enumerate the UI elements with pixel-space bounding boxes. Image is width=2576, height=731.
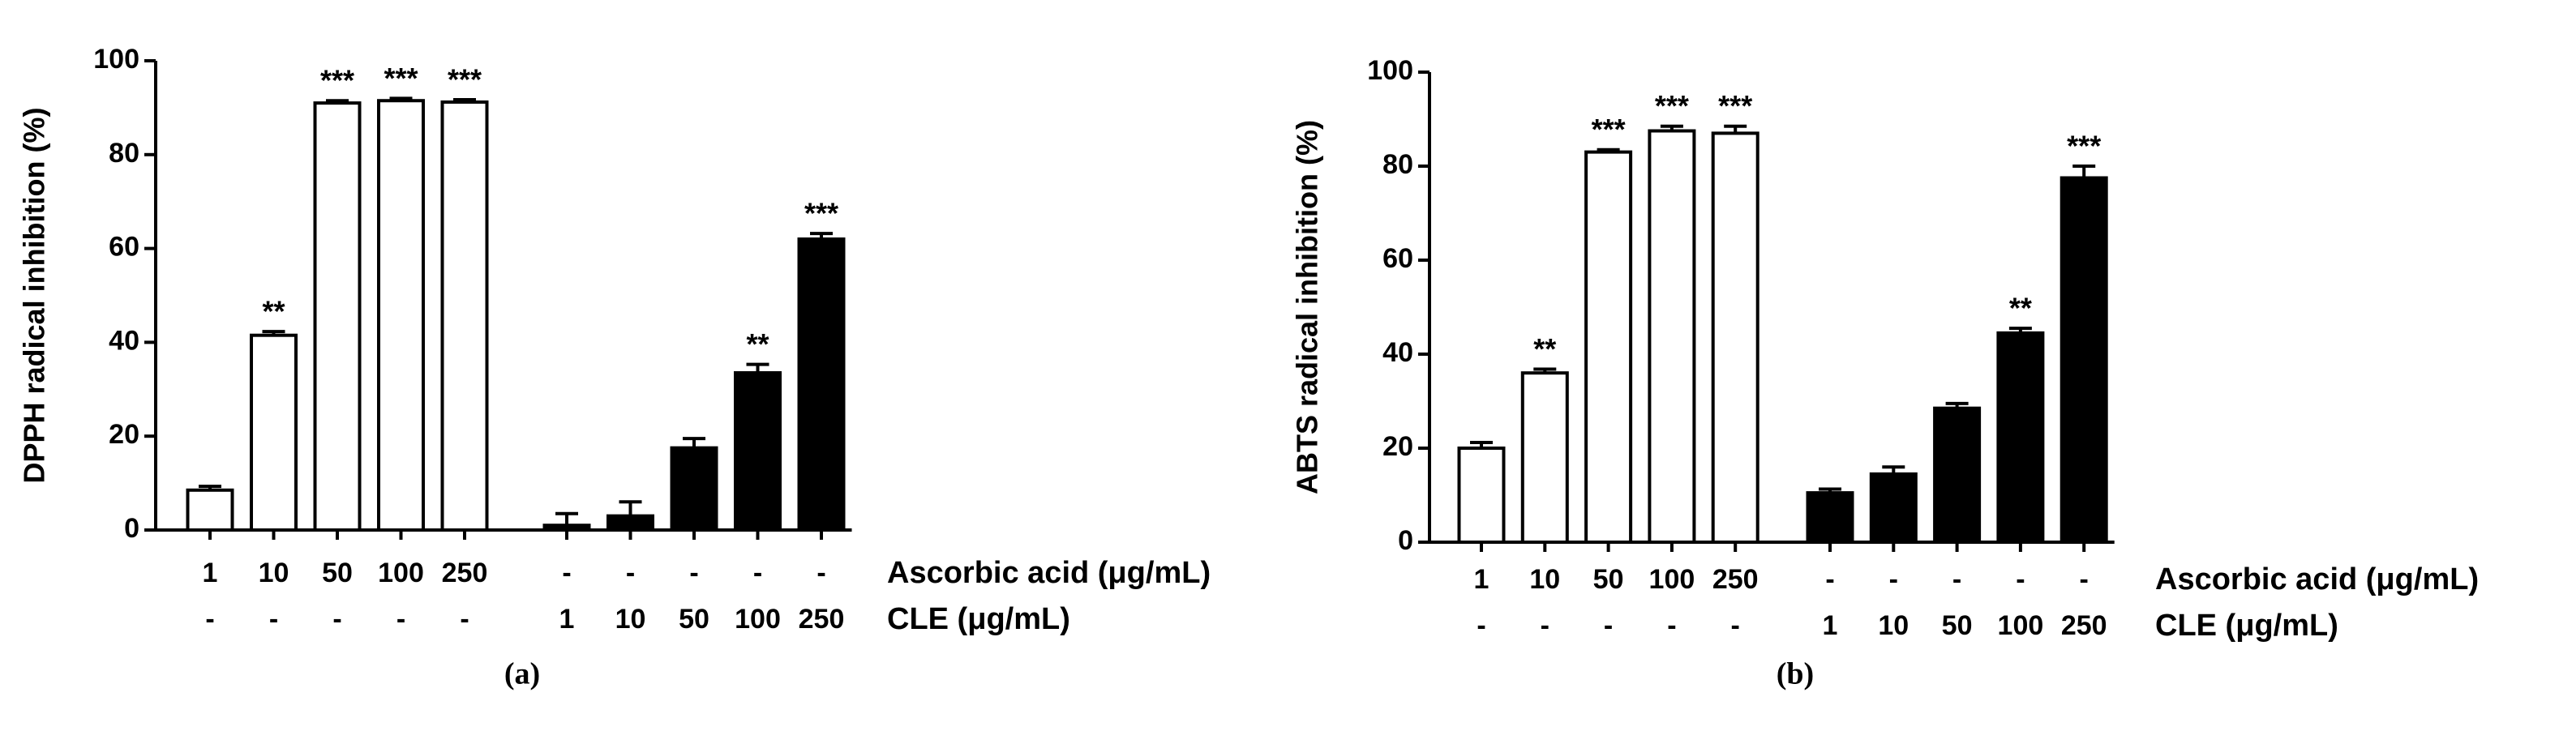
row-value: - [1825,564,1834,595]
row-value: - [626,558,635,588]
bar [670,446,718,532]
row-value: 250 [2061,610,2107,641]
row-value: - [817,558,825,588]
bar [1933,406,1982,545]
row-value: 100 [1649,564,1695,595]
row-value: - [1604,610,1613,641]
significance: *** [448,63,482,96]
bar [542,524,591,532]
bar [313,101,362,532]
y-tick-label: 60 [109,232,139,263]
significance: *** [2067,130,2101,163]
row-value: - [2080,564,2089,595]
bar [606,514,654,532]
row-value: - [1952,564,1961,595]
bar [1648,129,1696,544]
y-axis-label: DPPH radical inhibition (%) [18,107,51,483]
significance: *** [804,197,838,230]
row-value: 50 [679,604,709,635]
row-value: 1 [1474,564,1489,595]
row-value: 50 [322,558,353,588]
row-value: 250 [1712,564,1759,595]
significance: ** [1533,332,1556,366]
row-value: 10 [615,604,646,635]
caption: (a) [504,657,540,691]
y-tick-label: 0 [1398,525,1413,556]
row-value: - [332,604,341,635]
y-tick-label: 40 [1382,337,1413,368]
y-tick-label: 0 [124,513,139,544]
row-value: - [1541,610,1549,641]
row-value: - [1889,564,1898,595]
y-tick-label: 40 [109,325,139,356]
row-value: 50 [1942,610,1973,641]
bar [1996,331,2045,544]
row-value: 1 [559,604,575,635]
bar [1869,472,1918,545]
bar [734,371,782,532]
row-value: - [1731,610,1740,641]
row-label: Ascorbic acid (μg/mL) [887,556,1211,590]
row-value: 100 [735,604,781,635]
bar [1520,371,1569,545]
row-label: CLE (μg/mL) [2155,609,2338,643]
y-tick-label: 100 [1367,55,1413,86]
bar [1457,447,1506,544]
row-value: 100 [1998,610,2044,641]
row-value: 250 [442,558,488,588]
bar [440,100,489,532]
row-value: - [396,604,405,635]
significance: *** [1655,89,1689,122]
row-value: - [269,604,278,635]
bar [1711,131,1759,544]
bar [1806,491,1854,544]
row-value: 1 [203,558,218,588]
row-value: - [460,604,469,635]
row-value: - [1477,610,1485,641]
y-tick-label: 20 [1382,431,1413,462]
bar [250,333,298,532]
row-label: Ascorbic acid (μg/mL) [2155,562,2479,596]
significance: ** [262,295,285,328]
row-value: 1 [1823,610,1838,641]
y-tick-label: 80 [109,138,139,169]
row-value: - [1667,610,1676,641]
row-value: - [689,558,698,588]
row-value: - [2016,564,2025,595]
row-value: - [205,604,214,635]
bar [1584,150,1633,544]
row-value: 250 [799,604,845,635]
significance: *** [1718,89,1752,122]
y-axis-label: ABTS radical inhibition (%) [1291,120,1324,494]
bar [797,237,846,532]
caption: (b) [1777,657,1814,691]
bar [2060,176,2108,544]
y-tick-label: 80 [1382,149,1413,180]
row-value: 10 [1529,564,1560,595]
significance: ** [2009,292,2032,325]
row-value: - [753,558,762,588]
significance: ** [746,327,769,361]
significance: *** [384,62,418,95]
y-tick-label: 60 [1382,243,1413,274]
row-value: 100 [378,558,424,588]
significance: *** [320,64,354,97]
y-tick-label: 100 [93,44,139,75]
row-label: CLE (μg/mL) [887,602,1070,636]
row-value: - [562,558,571,588]
row-value: 10 [1878,610,1909,641]
y-tick-label: 20 [109,419,139,450]
significance: *** [1592,113,1626,146]
row-value: 10 [259,558,289,588]
bar [377,99,425,532]
bar [186,488,234,532]
row-value: 50 [1593,564,1624,595]
